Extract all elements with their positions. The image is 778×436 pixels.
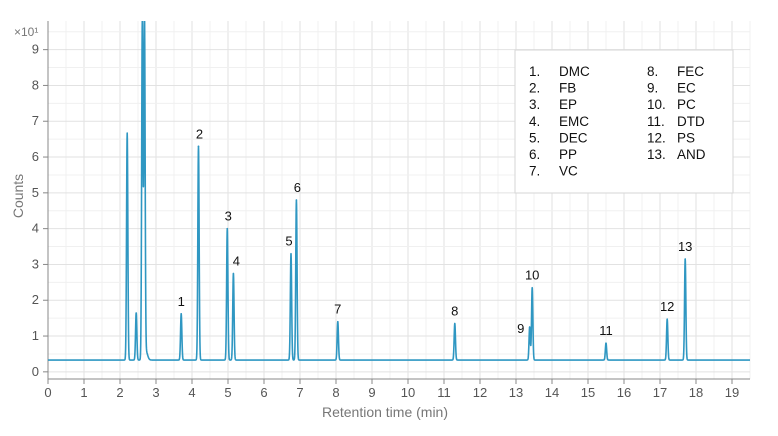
peak-label: 1 xyxy=(178,294,185,309)
peak-label: 2 xyxy=(196,126,203,141)
legend-compound: VC xyxy=(559,164,578,179)
y-tick-label: 3 xyxy=(32,256,39,271)
legend-number: 11. xyxy=(647,114,665,129)
y-multiplier: ×10¹ xyxy=(14,25,38,39)
trace xyxy=(48,21,750,361)
y-tick-label: 4 xyxy=(32,221,39,236)
peak-label: 6 xyxy=(294,180,301,195)
peak-point xyxy=(531,286,533,289)
peak-point xyxy=(454,322,456,325)
peak-point xyxy=(337,320,339,323)
legend-compound: PP xyxy=(559,147,577,162)
x-tick-label: 6 xyxy=(260,385,267,400)
x-tick-label: 3 xyxy=(152,385,159,400)
peak-label: 12 xyxy=(660,299,674,314)
x-tick-label: 5 xyxy=(224,385,231,400)
legend-compound: FB xyxy=(559,81,576,96)
x-tick-label: 12 xyxy=(473,385,487,400)
legend-compound: DEC xyxy=(559,130,588,145)
y-tick-label: 9 xyxy=(32,42,39,57)
legend-number: 6. xyxy=(529,147,540,162)
peak-point xyxy=(295,199,298,201)
x-tick-label: 9 xyxy=(368,385,375,400)
peak-label: 10 xyxy=(525,268,539,283)
x-tick-label: 0 xyxy=(44,385,51,400)
peak-point xyxy=(180,313,182,315)
legend-number: 10. xyxy=(647,97,666,112)
peak-label: 4 xyxy=(233,253,240,268)
legend-number: 5. xyxy=(529,130,540,145)
x-tick-label: 4 xyxy=(188,385,195,400)
peak-point xyxy=(684,258,686,260)
peak-point xyxy=(605,342,607,345)
legend-number: 7. xyxy=(529,164,540,179)
x-tick-label: 11 xyxy=(437,385,451,400)
x-tick-label: 18 xyxy=(689,385,703,400)
peak-label: 7 xyxy=(334,302,341,317)
legend-compound: EC xyxy=(677,81,696,96)
peak-point xyxy=(290,252,292,255)
y-tick-label: 6 xyxy=(32,149,39,164)
y-tick-label: 0 xyxy=(32,364,39,379)
peak-label: 3 xyxy=(225,209,232,224)
peak-label: 8 xyxy=(451,304,458,319)
legend-compound: EMC xyxy=(559,114,589,129)
legend-compound: AND xyxy=(677,147,706,162)
peak-label: 11 xyxy=(599,323,613,338)
y-tick-label: 5 xyxy=(32,185,39,200)
peak-point xyxy=(232,272,235,275)
chromatogram-trace xyxy=(48,21,750,361)
peak-point xyxy=(197,145,200,148)
x-tick-label: 2 xyxy=(116,385,123,400)
legend-compound: PS xyxy=(677,130,695,145)
y-tick-label: 7 xyxy=(32,113,39,128)
y-tick-label: 8 xyxy=(32,77,39,92)
x-tick-label: 13 xyxy=(509,385,523,400)
legend-number: 2. xyxy=(529,81,540,96)
legend-compound: EP xyxy=(559,97,577,112)
y-tick-label: 2 xyxy=(32,292,39,307)
x-tick-label: 8 xyxy=(332,385,339,400)
legend-box xyxy=(514,49,734,194)
legend-compound: DTD xyxy=(677,114,705,129)
x-tick-label: 10 xyxy=(401,385,415,400)
x-axis-title: Retention time (min) xyxy=(322,404,448,420)
peak-point xyxy=(666,318,668,321)
legend-compound: DMC xyxy=(559,64,590,79)
legend-number: 13. xyxy=(647,147,666,162)
legend-compound: FEC xyxy=(677,64,704,79)
legend-number: 8. xyxy=(647,64,658,79)
legend-number: 12. xyxy=(647,130,666,145)
peak-point xyxy=(528,326,531,328)
y-tick-label: 1 xyxy=(32,328,39,343)
x-tick-label: 14 xyxy=(545,385,559,400)
legend-compound: PC xyxy=(677,97,696,112)
legend: 1. DMC 2. FB 3. EP 4. EMC 5. DEC 6. PP 7. VC 8. FEC 9. EC… xyxy=(514,49,734,194)
x-tick-label: 17 xyxy=(653,385,667,400)
legend-number: 4. xyxy=(529,114,540,129)
x-tick-label: 1 xyxy=(80,385,87,400)
grid xyxy=(47,21,751,379)
peak-label: 13 xyxy=(678,239,692,254)
legend-number: 3. xyxy=(529,97,540,112)
peak-label: 5 xyxy=(285,234,292,249)
x-tick-label: 19 xyxy=(725,385,739,400)
x-tick-label: 7 xyxy=(296,385,303,400)
legend-number: 9. xyxy=(647,81,658,96)
peak-label: 9 xyxy=(517,321,524,336)
y-axis-title: Counts xyxy=(10,174,26,218)
x-tick-label: 15 xyxy=(581,385,595,400)
peak-point xyxy=(226,227,229,230)
x-tick-label: 16 xyxy=(617,385,631,400)
legend-number: 1. xyxy=(529,64,540,79)
